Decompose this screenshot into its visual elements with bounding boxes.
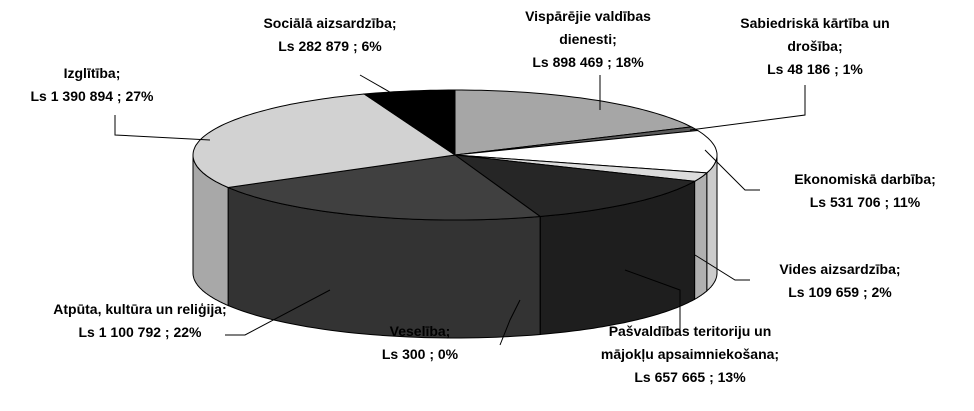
leader-line [225,289,331,336]
slice-name: Pašvaldības teritoriju un mājokļu apsaim… [600,323,780,362]
pie-tops [192,89,718,221]
pie-slice [226,154,542,221]
slice-value: Ls 1 390 894 ; 27% [30,88,154,104]
leader-line [359,74,396,96]
slice-label: Atpūta, kultūra un reliģija; Ls 1 100 792… [45,298,235,344]
leader-line [624,269,681,330]
slice-name: Sociālā aizsardzība; [263,15,397,31]
slice-label: Vispārējie valdības dienesti; Ls 898 469 … [503,5,673,74]
slice-value: Ls 657 665 ; 13% [634,369,746,385]
slice-value: Ls 531 706 ; 11% [809,194,921,210]
pie-side [706,155,718,292]
slice-name: Sabiedriskā kārtība un drošība; [740,15,890,54]
slice-name: Atpūta, kultūra un reliģija; [53,301,227,317]
slice-name: Izglītība; [63,65,121,81]
slice-label: Ekonomiskā darbība; Ls 531 706 ; 11% [750,168,974,214]
slice-value: Ls 282 879 ; 6% [278,38,382,54]
slice-value: Ls 1 100 792 ; 22% [78,324,202,340]
slice-label: Pašvaldības teritoriju un mājokļu apsaim… [590,320,790,389]
slice-label: Veselība; Ls 300 ; 0% [360,320,480,366]
slice-label: Vides aizsardzība; Ls 109 659 ; 2% [730,258,950,304]
slice-value: Ls 48 186 ; 1% [767,61,863,77]
pie-slice [454,89,694,156]
slice-label: Sociālā aizsardzība; Ls 282 879 ; 6% [220,12,440,58]
leader-line [114,115,211,141]
pie-side [694,171,708,301]
pie-slice [454,129,718,174]
slice-name: Ekonomiskā darbība; [794,171,936,187]
leader-line [689,85,806,131]
slice-value: Ls 109 659 ; 2% [788,284,892,300]
slice-name: Vispārējie valdības dienesti; [525,8,651,47]
slice-value: Ls 300 ; 0% [381,346,459,362]
slice-name: Veselība; [389,323,451,339]
leader-line [704,149,760,191]
pie-slice [192,93,457,189]
pie-slice [362,89,456,156]
slice-value: Ls 898 469 ; 18% [532,54,644,70]
leader-line [694,254,750,281]
pie-slice [453,154,697,218]
slice-label: Izglītība; Ls 1 390 894 ; 27% [0,62,192,108]
leader-lines [114,74,806,346]
slice-name: Vides aizsardzība; [779,261,901,277]
leader-line [499,299,521,346]
slice-label: Sabiedriskā kārtība un drošība; Ls 48 186… [715,12,915,81]
